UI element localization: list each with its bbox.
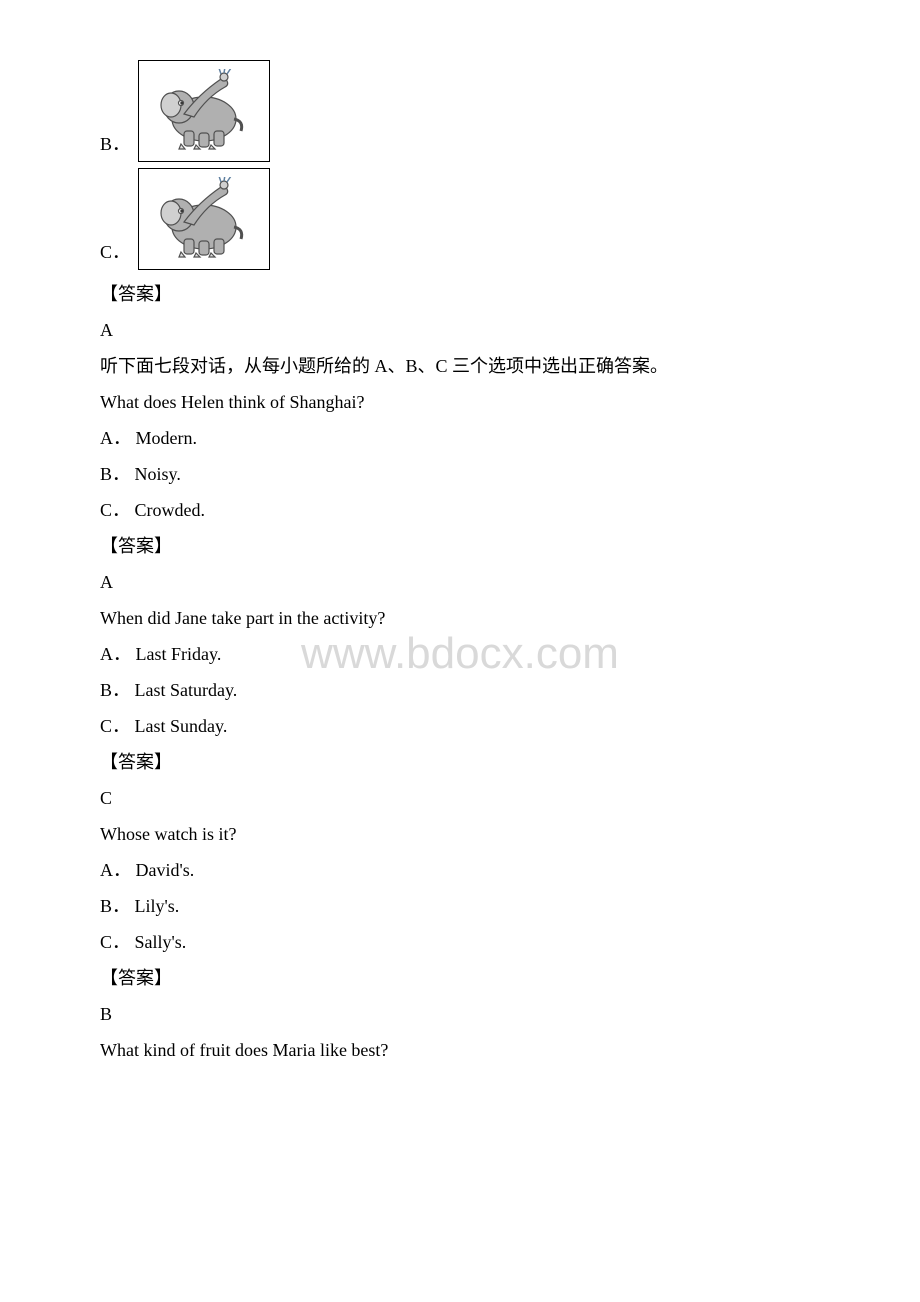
- q3-answer-value: C: [100, 780, 820, 816]
- q2-prompt: What does Helen think of Shanghai?: [100, 384, 820, 420]
- q3-prompt: When did Jane take part in the activity?: [100, 600, 820, 636]
- q2-option-a: A． Modern.: [100, 420, 820, 456]
- elephant-image-b: [138, 60, 270, 162]
- document-content: B． C: [100, 60, 820, 1068]
- elephant-icon: [149, 177, 259, 262]
- q1-answer-label: 【答案】: [100, 276, 820, 312]
- elephant-icon: [149, 69, 259, 154]
- listening-instruction: 听下面七段对话，从每小题所给的 A、B、C 三个选项中选出正确答案。: [100, 348, 820, 384]
- q3-option-c: C． Last Sunday.: [100, 708, 820, 744]
- q4-option-c: C． Sally's.: [100, 924, 820, 960]
- q5-prompt: What kind of fruit does Maria like best?: [100, 1032, 820, 1068]
- q1-answer-value: A: [100, 312, 820, 348]
- q2-answer-label: 【答案】: [100, 528, 820, 564]
- q4-prompt: Whose watch is it?: [100, 816, 820, 852]
- option-letter-c: C．: [100, 234, 130, 270]
- q3-answer-label: 【答案】: [100, 744, 820, 780]
- q4-option-b: B． Lily's.: [100, 888, 820, 924]
- q2-option-c: C． Crowded.: [100, 492, 820, 528]
- q2-answer-value: A: [100, 564, 820, 600]
- q3-option-b: B． Last Saturday.: [100, 672, 820, 708]
- q2-option-b: B． Noisy.: [100, 456, 820, 492]
- option-c-image: C．: [100, 168, 820, 270]
- option-letter-b: B．: [100, 126, 130, 162]
- elephant-image-c: [138, 168, 270, 270]
- q4-option-a: A． David's.: [100, 852, 820, 888]
- option-b-image: B．: [100, 60, 820, 162]
- q3-option-a: A． Last Friday.: [100, 636, 820, 672]
- q4-answer-value: B: [100, 996, 820, 1032]
- q4-answer-label: 【答案】: [100, 960, 820, 996]
